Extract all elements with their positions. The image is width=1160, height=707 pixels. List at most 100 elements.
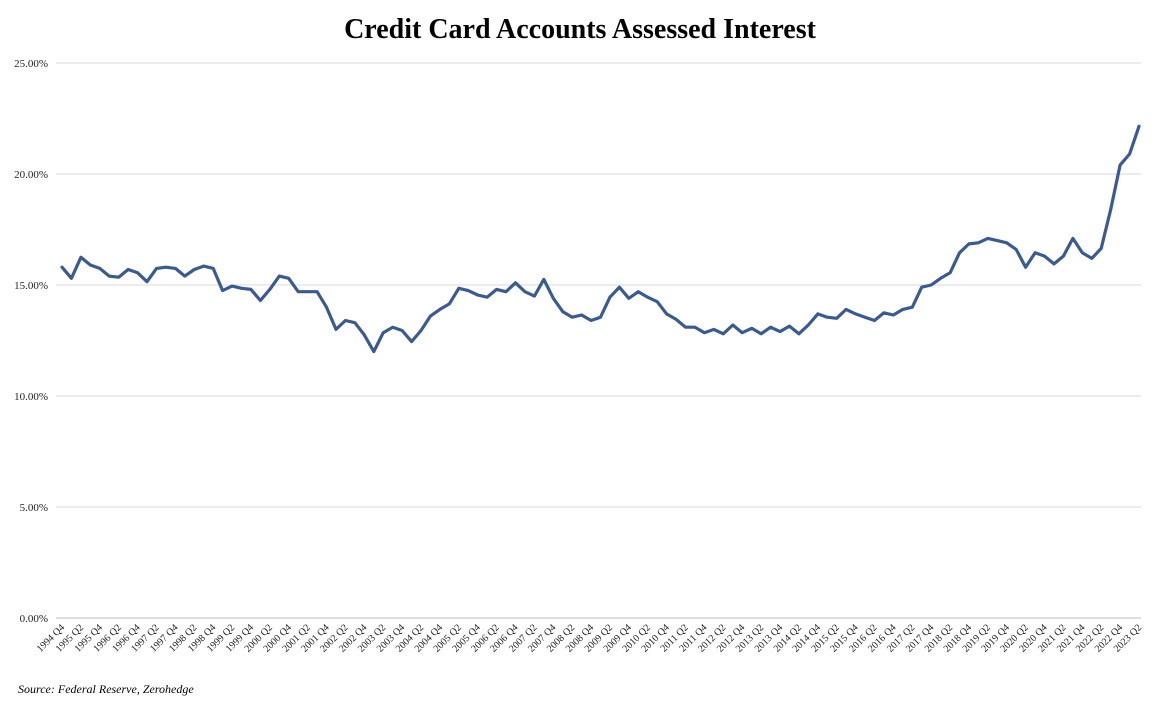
- data-point: [495, 288, 498, 291]
- data-point: [1024, 266, 1027, 269]
- data-point: [901, 308, 905, 311]
- data-point: [996, 239, 999, 242]
- data-point: [457, 287, 460, 290]
- data-point: [665, 312, 668, 316]
- gridlines: [56, 62, 1141, 619]
- data-point: [382, 331, 385, 334]
- y-tick-label: 5.00%: [20, 502, 48, 514]
- data-point: [60, 266, 64, 269]
- data-point: [778, 330, 782, 333]
- data-point: [344, 319, 347, 322]
- data-point: [230, 284, 234, 288]
- data-point: [372, 350, 375, 353]
- data-point: [155, 267, 158, 270]
- data-point: [863, 315, 867, 319]
- data-point: [599, 315, 602, 319]
- data-point: [98, 267, 101, 270]
- data-point: [268, 288, 272, 291]
- data-point: [108, 274, 111, 278]
- data-point: [476, 293, 479, 297]
- data-point: [703, 331, 706, 334]
- data-point: [807, 323, 810, 327]
- data-point: [1014, 248, 1018, 251]
- y-tick-label: 10.00%: [14, 391, 48, 403]
- data-point: [391, 325, 394, 329]
- data-point: [986, 237, 990, 240]
- data-point: [684, 325, 687, 329]
- data-point: [533, 294, 536, 298]
- data-point: [315, 290, 319, 293]
- data-point: [759, 332, 763, 336]
- data-point: [183, 274, 187, 278]
- data-point: [1118, 163, 1122, 167]
- data-point: [1100, 247, 1103, 250]
- data-point: [1090, 257, 1093, 260]
- data-point: [637, 290, 640, 293]
- data-point: [523, 290, 527, 293]
- data-point: [514, 281, 517, 284]
- data-point: [145, 280, 149, 283]
- data-point: [296, 290, 300, 293]
- data-point: [788, 324, 791, 328]
- data-point: [174, 267, 177, 270]
- data-point: [769, 325, 772, 329]
- y-tick-label: 15.00%: [14, 280, 48, 292]
- data-point: [580, 313, 583, 317]
- data-point: [570, 315, 574, 319]
- data-point: [438, 308, 442, 311]
- data-point: [164, 266, 168, 269]
- data-point: [854, 312, 857, 316]
- data-point: [400, 329, 404, 332]
- data-point: [504, 290, 508, 293]
- data-point: [1005, 241, 1008, 245]
- data-point: [977, 241, 980, 245]
- data-point: [1033, 251, 1037, 255]
- data-point: [240, 287, 243, 290]
- data-point: [287, 277, 290, 280]
- data-point: [552, 297, 555, 300]
- data-point: [693, 325, 697, 329]
- data-point: [259, 299, 262, 302]
- data-point: [363, 333, 366, 337]
- data-point: [826, 315, 829, 319]
- data-point: [202, 264, 205, 268]
- data-point: [741, 331, 744, 334]
- data-point: [117, 276, 120, 279]
- data-point: [221, 289, 224, 292]
- data-point: [627, 297, 631, 300]
- data-point: [892, 313, 895, 317]
- y-tick-label: 20.00%: [14, 169, 48, 181]
- data-point: [1043, 254, 1046, 258]
- data-point: [722, 332, 725, 336]
- data-point: [646, 296, 649, 299]
- data-point: [334, 328, 338, 331]
- data-point: [1081, 251, 1084, 255]
- data-point: [485, 296, 489, 299]
- data-point: [79, 256, 83, 259]
- data-point: [1137, 125, 1141, 128]
- data-point: [1109, 208, 1112, 211]
- data-point: [353, 321, 357, 324]
- data-point: [429, 314, 432, 318]
- data-point: [882, 311, 886, 314]
- data-point: [561, 310, 564, 313]
- data-point: [448, 302, 451, 306]
- y-tick-label: 25.00%: [14, 58, 48, 70]
- data-point: [89, 263, 92, 267]
- data-point: [920, 286, 923, 289]
- data-point: [674, 318, 678, 321]
- data-point: [325, 306, 328, 309]
- data-point: [1052, 262, 1056, 266]
- data-point: [844, 308, 848, 311]
- data-point: [948, 271, 952, 274]
- data-point: [712, 328, 716, 331]
- y-axis-tick-labels: 0.00% 5.00% 10.00% 15.00% 20.00% 25.00%: [14, 58, 48, 625]
- data-point: [589, 319, 593, 322]
- data-point: [1128, 152, 1131, 156]
- data-point: [278, 274, 281, 278]
- data-point: [1062, 254, 1065, 258]
- source-note: Source: Federal Reserve, Zerohedge: [18, 682, 194, 696]
- data-point: [958, 251, 961, 255]
